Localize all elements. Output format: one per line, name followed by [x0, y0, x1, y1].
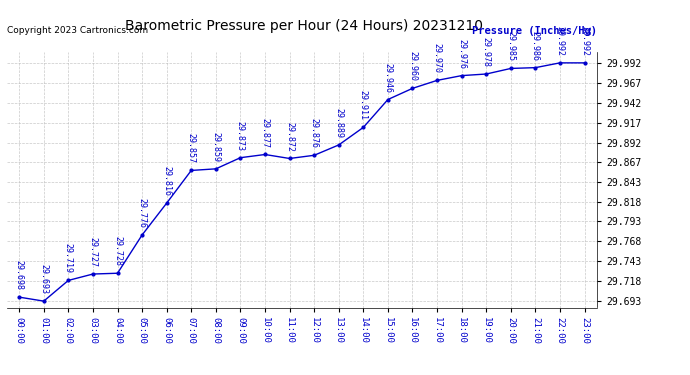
Text: 29.986: 29.986 — [531, 31, 540, 61]
Text: 29.859: 29.859 — [211, 132, 220, 162]
Text: 29.960: 29.960 — [408, 51, 417, 81]
Text: Copyright 2023 Cartronics.com: Copyright 2023 Cartronics.com — [7, 26, 148, 35]
Text: 29.728: 29.728 — [113, 236, 122, 266]
Text: 29.876: 29.876 — [310, 118, 319, 148]
Text: 29.727: 29.727 — [88, 237, 97, 267]
Text: 29.872: 29.872 — [285, 122, 294, 152]
Text: 29.698: 29.698 — [14, 260, 23, 290]
Text: 29.911: 29.911 — [359, 90, 368, 120]
Text: Pressure (Inches/Hg): Pressure (Inches/Hg) — [472, 26, 597, 36]
Text: 29.976: 29.976 — [457, 39, 466, 69]
Text: 29.970: 29.970 — [433, 44, 442, 74]
Text: 29.985: 29.985 — [506, 32, 515, 62]
Text: 29.992: 29.992 — [580, 26, 589, 56]
Text: 29.719: 29.719 — [64, 243, 73, 273]
Text: 29.857: 29.857 — [187, 134, 196, 164]
Text: 29.873: 29.873 — [236, 121, 245, 151]
Text: 29.816: 29.816 — [162, 166, 171, 196]
Text: 29.992: 29.992 — [555, 26, 564, 56]
Text: 29.946: 29.946 — [384, 63, 393, 93]
Text: 29.978: 29.978 — [482, 37, 491, 67]
Text: 29.877: 29.877 — [261, 117, 270, 147]
Text: 29.693: 29.693 — [39, 264, 48, 294]
Text: Barometric Pressure per Hour (24 Hours) 20231210: Barometric Pressure per Hour (24 Hours) … — [125, 19, 482, 33]
Text: 29.889: 29.889 — [334, 108, 343, 138]
Text: 29.776: 29.776 — [137, 198, 146, 228]
